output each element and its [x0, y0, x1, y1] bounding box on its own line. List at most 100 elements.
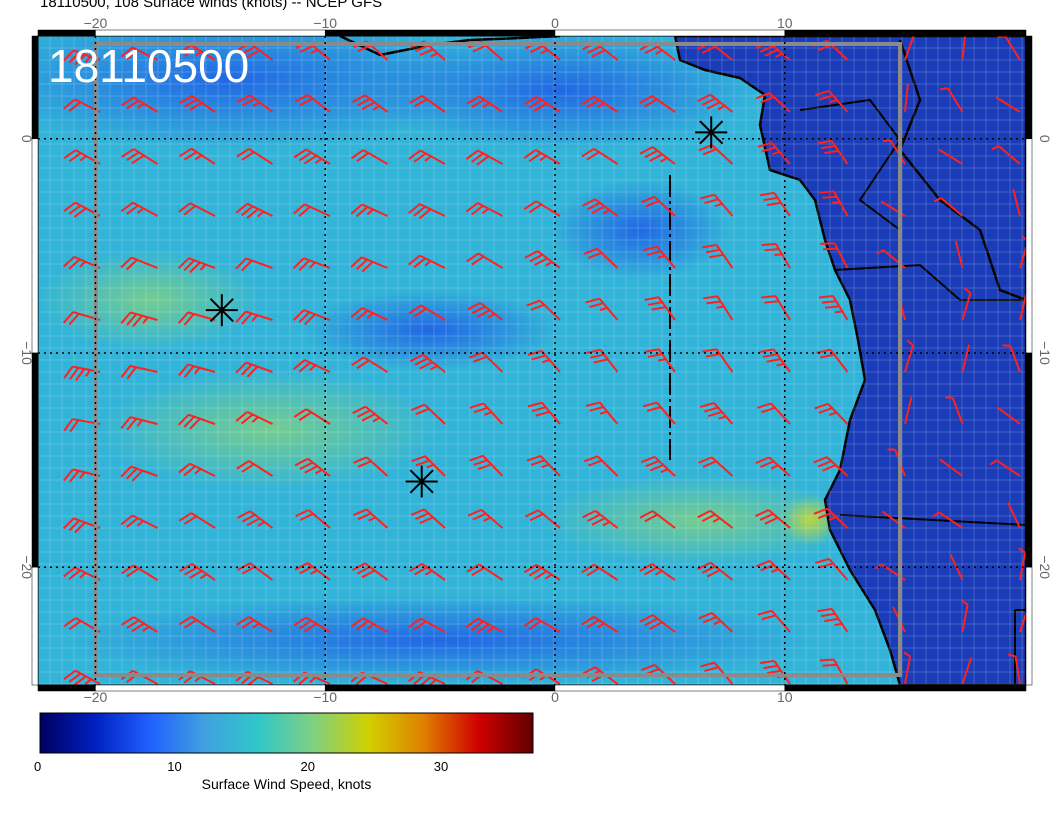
wind-barb: [523, 200, 561, 217]
wind-barb: [639, 563, 676, 581]
wind-barb: [178, 147, 216, 165]
frame-segment: [784, 29, 1027, 37]
wind-barb: [350, 617, 388, 633]
wind-barb: [698, 144, 734, 165]
wind-barb: [120, 465, 158, 482]
wind-barb: [351, 356, 389, 373]
wind-barb: [121, 96, 159, 113]
wind-barb: [293, 408, 331, 425]
wind-barb: [815, 89, 849, 113]
wind-barb: [469, 454, 504, 477]
frame-segment: [324, 684, 556, 692]
wind-barb: [524, 250, 561, 269]
wind-barb: [293, 616, 331, 633]
lon-tick-label-bottom: −20: [84, 689, 108, 705]
wind-barb: [904, 36, 916, 61]
wind-barb: [120, 311, 158, 328]
lon-tick-label-top: 10: [777, 15, 793, 31]
wind-barb: [644, 348, 676, 373]
wind-barb: [409, 562, 446, 581]
wind-barb: [698, 456, 734, 477]
wind-barb: [960, 599, 969, 633]
wind-barb: [178, 462, 216, 477]
wind-barb: [408, 254, 446, 269]
wind-barb: [757, 402, 791, 425]
wind-barb: [526, 454, 561, 477]
wind-barb: [581, 615, 619, 633]
wind-barb: [411, 403, 446, 425]
wind-barb: [350, 149, 388, 165]
wind-barb: [465, 149, 503, 166]
wind-barb: [352, 405, 389, 425]
wind-barb: [408, 149, 446, 165]
wind-barb: [178, 615, 216, 633]
frame-segment: [1025, 138, 1033, 354]
wind-barb: [120, 256, 158, 271]
wind-barb: [954, 240, 964, 269]
wind-barb: [640, 195, 676, 217]
wind-barb: [527, 401, 561, 425]
wind-barb: [939, 458, 964, 477]
colorbar-tick-label: 20: [300, 759, 315, 774]
wind-barb: [294, 457, 331, 477]
wind-barb: [353, 456, 389, 477]
wind-barb: [582, 198, 619, 217]
wind-barb: [961, 287, 972, 321]
frame-segment: [324, 29, 556, 37]
frame-segment: [31, 138, 39, 354]
lon-tick-label-top: 0: [551, 15, 559, 31]
colorbar-title: Surface Wind Speed, knots: [201, 776, 372, 792]
colorbar-tick-label: 0: [34, 759, 42, 774]
wind-barb: [817, 607, 849, 633]
wind-barb: [585, 297, 619, 321]
wind-barb: [904, 84, 909, 113]
wind-barb: [466, 252, 504, 269]
wind-barb: [583, 455, 619, 477]
storm-center-marker: [405, 465, 438, 498]
lon-tick-label-bottom: 10: [777, 689, 793, 705]
wind-barb: [814, 402, 849, 425]
wind-barb: [178, 512, 216, 529]
wind-barb: [409, 94, 446, 113]
wind-barb: [757, 141, 791, 165]
wind-barb: [996, 406, 1021, 425]
colorbar-tick-label: 30: [433, 759, 449, 774]
wind-barb: [991, 145, 1021, 165]
wind-barb: [639, 95, 676, 113]
wind-barb: [817, 139, 849, 165]
wind-barb: [581, 95, 619, 113]
wind-barb: [759, 191, 791, 217]
wind-barb: [465, 617, 503, 634]
frame-segment: [95, 29, 326, 37]
wind-barb: [177, 311, 216, 326]
wind-barb: [639, 614, 676, 633]
wind-barb: [235, 257, 273, 272]
graticule: [38, 36, 1026, 685]
lon-tick-label-top: −20: [84, 15, 108, 31]
wind-barb: [904, 396, 913, 425]
wind-barb: [237, 94, 274, 113]
wind-barb: [467, 508, 504, 529]
wind-barb: [813, 456, 849, 477]
wind-barb: [1012, 188, 1021, 217]
frame-segment: [31, 566, 39, 686]
wind-barb: [697, 509, 734, 529]
wind-barb: [819, 190, 849, 217]
lon-tick-label-top: −10: [313, 15, 337, 31]
wind-barb: [702, 348, 734, 373]
wind-barb: [120, 201, 158, 217]
wind-barb: [410, 508, 446, 529]
wind-barb: [351, 562, 389, 581]
wind-barb: [904, 339, 914, 373]
wind-barb: [961, 657, 973, 685]
wind-barb: [177, 257, 216, 274]
wind-barb: [468, 351, 504, 373]
lat-tick-label-right: −10: [1037, 341, 1053, 365]
wind-barb: [755, 559, 791, 581]
wind-barb: [933, 197, 964, 217]
wind-barb: [120, 514, 158, 529]
wind-barb: [121, 148, 159, 165]
wind-barb: [120, 416, 158, 431]
wind-barb: [120, 364, 158, 380]
wind-barb: [698, 611, 734, 633]
